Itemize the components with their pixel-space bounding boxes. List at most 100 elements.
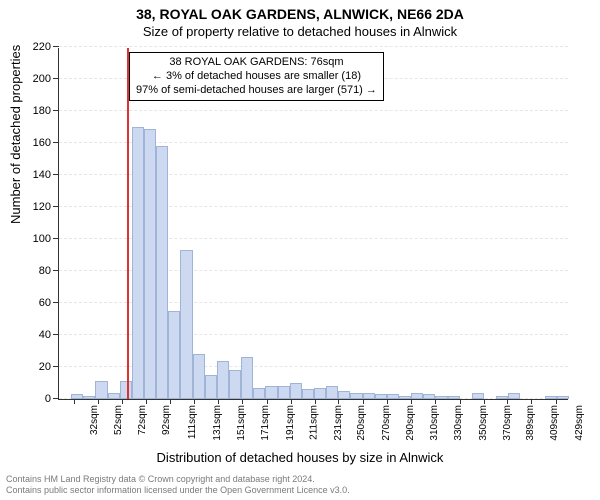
x-tick-label: 290sqm (405, 405, 416, 441)
x-tick (242, 399, 243, 404)
y-axis-title: Number of detached properties (8, 45, 23, 224)
x-tick-label: 429sqm (573, 405, 584, 441)
x-tick-label: 151sqm (236, 405, 247, 441)
x-tick (531, 399, 532, 404)
x-tick (363, 399, 364, 404)
histogram-bar (217, 361, 229, 399)
x-tick-label: 32sqm (89, 405, 100, 435)
x-tick (267, 399, 268, 404)
x-tick (460, 399, 461, 404)
histogram-bar (363, 393, 375, 399)
x-axis-title: Distribution of detached houses by size … (0, 450, 600, 465)
y-tick-label: 0 (45, 393, 59, 405)
histogram-bar (557, 396, 569, 399)
chart-title: 38, ROYAL OAK GARDENS, ALNWICK, NE66 2DA (0, 6, 600, 22)
y-tick-label: 80 (39, 265, 59, 277)
histogram-bar (241, 357, 253, 399)
histogram-bar (95, 381, 107, 399)
histogram-bar (472, 393, 484, 399)
y-tick-label: 160 (33, 137, 59, 149)
histogram-bar (229, 370, 241, 399)
histogram-bar (132, 127, 144, 399)
x-tick (315, 399, 316, 404)
y-tick-label: 180 (33, 105, 59, 117)
y-tick-label: 40 (39, 329, 59, 341)
x-tick-label: 191sqm (284, 405, 295, 441)
histogram-bar (302, 389, 314, 399)
histogram-bar (156, 146, 168, 399)
x-tick (291, 399, 292, 404)
footer-line-1: Contains HM Land Registry data © Crown c… (6, 474, 594, 485)
footer-line-2: Contains public sector information licen… (6, 485, 594, 496)
x-tick-label: 131sqm (212, 405, 223, 441)
x-tick (435, 399, 436, 404)
histogram-bar (265, 386, 277, 399)
y-tick-label: 200 (33, 73, 59, 85)
y-tick-label: 140 (33, 169, 59, 181)
x-tick-label: 211sqm (308, 405, 319, 440)
x-tick (98, 399, 99, 404)
x-tick (122, 399, 123, 404)
gridline (59, 110, 568, 111)
histogram-bar (108, 393, 120, 399)
x-tick (338, 399, 339, 404)
histogram-bar (435, 396, 447, 399)
x-tick-label: 409sqm (549, 405, 560, 441)
histogram-bar (496, 396, 508, 399)
histogram-bar (144, 129, 156, 399)
histogram-bar (448, 396, 460, 399)
histogram-bar (290, 383, 302, 399)
gridline (59, 46, 568, 47)
histogram-bar (508, 393, 520, 399)
x-tick-label: 270sqm (380, 405, 391, 441)
histogram-bar (314, 388, 326, 399)
x-tick (507, 399, 508, 404)
histogram-bar (375, 394, 387, 399)
x-tick (484, 399, 485, 404)
histogram-bar (399, 396, 411, 399)
annotation-line: 97% of semi-detached houses are larger (… (136, 84, 377, 98)
x-tick (387, 399, 388, 404)
x-tick-label: 330sqm (453, 405, 464, 441)
x-tick (411, 399, 412, 404)
histogram-bar (193, 354, 205, 399)
y-tick-label: 100 (33, 233, 59, 245)
x-tick (146, 399, 147, 404)
x-tick-label: 370sqm (502, 405, 513, 441)
x-tick-label: 250sqm (356, 405, 367, 441)
y-tick-label: 120 (33, 201, 59, 213)
y-tick-label: 60 (39, 297, 59, 309)
annotation-line: ← 3% of detached houses are smaller (18) (136, 70, 377, 84)
annotation-box: 38 ROYAL OAK GARDENS: 76sqm← 3% of detac… (129, 52, 384, 101)
histogram-bar (411, 393, 423, 399)
histogram-bar (545, 396, 557, 399)
histogram-bar (350, 393, 362, 399)
x-tick (194, 399, 195, 404)
x-tick-label: 171sqm (260, 405, 271, 441)
histogram-bar (120, 381, 132, 399)
x-tick-label: 92sqm (161, 405, 172, 435)
histogram-bar (83, 396, 95, 399)
annotation-line: 38 ROYAL OAK GARDENS: 76sqm (136, 56, 377, 70)
x-tick-label: 72sqm (137, 405, 148, 435)
x-tick-label: 231sqm (333, 405, 344, 441)
histogram-bar (253, 388, 265, 399)
footer-attribution: Contains HM Land Registry data © Crown c… (6, 474, 594, 496)
histogram-bar (168, 311, 180, 399)
x-tick (556, 399, 557, 404)
chart-plot-area: 02040608010012014016018020022032sqm52sqm… (58, 48, 568, 400)
x-tick-label: 111sqm (187, 405, 198, 439)
x-tick-label: 52sqm (113, 405, 124, 435)
chart-subtitle: Size of property relative to detached ho… (0, 24, 600, 39)
histogram-bar (71, 394, 83, 399)
y-tick-label: 20 (39, 361, 59, 373)
histogram-bar (387, 394, 399, 399)
x-tick-label: 350sqm (477, 405, 488, 441)
histogram-bar (338, 391, 350, 399)
x-tick-label: 310sqm (429, 405, 440, 441)
histogram-bar (423, 394, 435, 399)
x-tick-label: 389sqm (525, 405, 536, 441)
x-tick (74, 399, 75, 404)
histogram-bar (326, 386, 338, 399)
x-tick (170, 399, 171, 404)
